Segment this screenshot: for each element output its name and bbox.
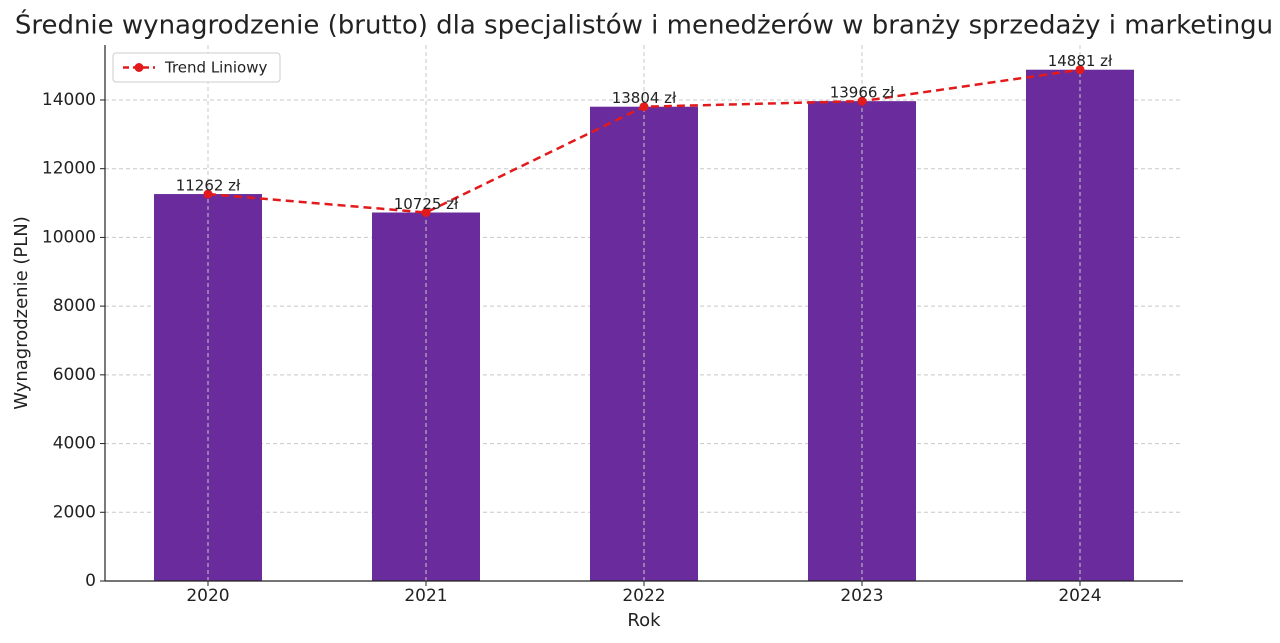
trend-point <box>421 208 431 217</box>
data-label: 14881 zł <box>1048 52 1113 70</box>
y-tick-label: 8000 <box>53 296 96 316</box>
legend-marker <box>134 63 144 72</box>
x-tick-label: 2020 <box>186 586 229 606</box>
trend-point <box>639 102 649 112</box>
y-tick-label: 0 <box>85 571 96 591</box>
legend-label: Trend Liniowy <box>164 59 267 77</box>
x-tick-label: 2022 <box>622 586 665 606</box>
y-tick-label: 12000 <box>42 159 96 179</box>
data-label: 10725 zł <box>394 195 459 213</box>
x-axis-label: Rok <box>627 610 661 631</box>
x-tick-label: 2021 <box>404 586 447 606</box>
data-label: 13804 zł <box>612 89 677 107</box>
legend-box <box>112 52 281 83</box>
y-tick-label: 10000 <box>42 227 96 247</box>
data-label: 11262 zł <box>176 177 241 195</box>
trend-point <box>203 189 213 199</box>
y-tick-label: 4000 <box>53 434 96 454</box>
trend-point <box>1075 65 1085 75</box>
y-tick-label: 6000 <box>53 365 96 385</box>
y-axis-label: Wynagrodzenie (PLN) <box>11 216 32 410</box>
y-tick-label: 2000 <box>53 502 96 522</box>
x-tick-label: 2023 <box>840 586 883 606</box>
data-label: 13966 zł <box>830 84 895 102</box>
chart-title: Średnie wynagrodzenie (brutto) dla specj… <box>15 9 1273 41</box>
y-tick-label: 14000 <box>42 90 96 110</box>
x-tick-label: 2024 <box>1058 586 1101 606</box>
trend-point <box>857 96 867 106</box>
